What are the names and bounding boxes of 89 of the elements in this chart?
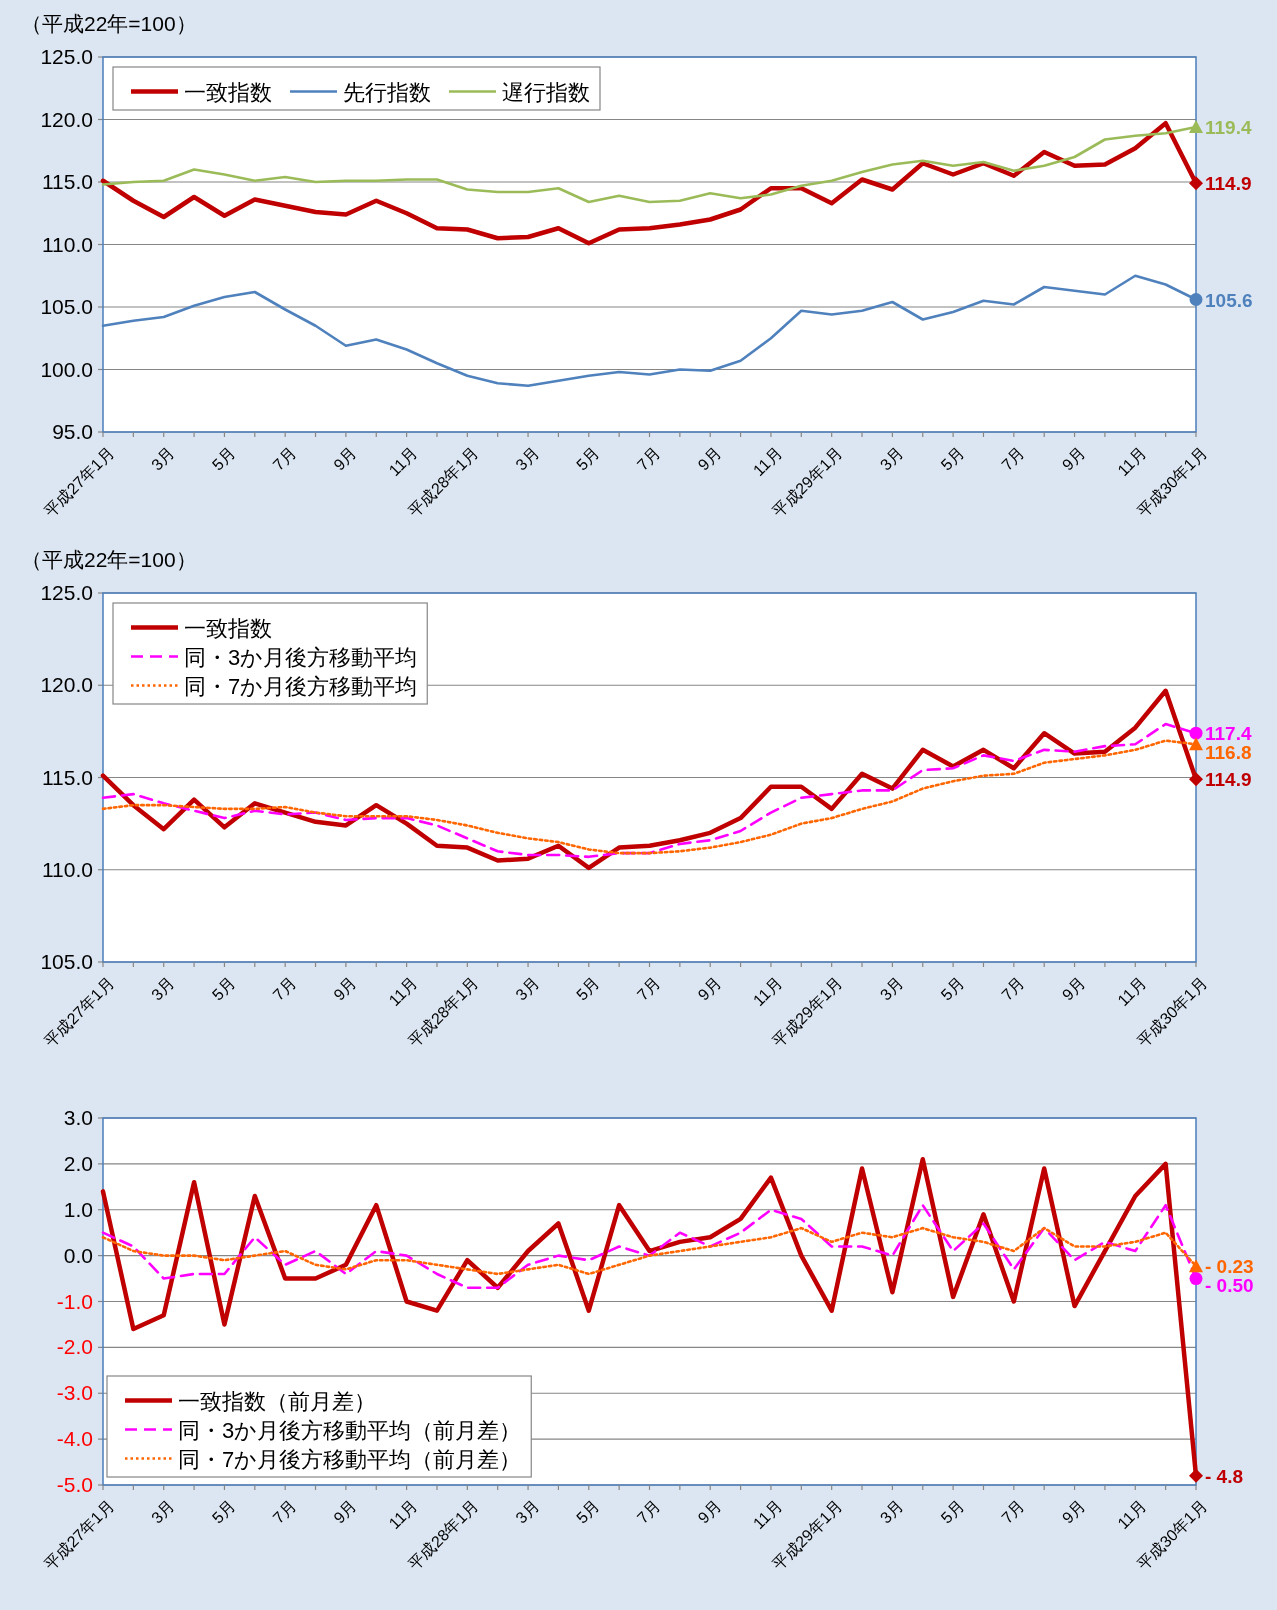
x-tick-label: 7月 [998,444,1028,474]
data-label: 116.8 [1205,742,1252,764]
y-tick-label: 120.0 [40,107,93,131]
legend-label: 一致指数 [184,615,272,641]
x-tick-label: 11月 [385,1497,421,1533]
x-tick-label: 5月 [937,974,968,1004]
x-tick-label: 9月 [330,1497,360,1527]
x-tick-label: 5月 [573,444,603,474]
legend-label: 同・7か月後方移動平均（前月差） [178,1446,522,1472]
y-tick-label: 2.0 [63,1151,93,1175]
x-tick-label: 11月 [1114,974,1150,1010]
y-tick-label: 100.0 [40,357,93,381]
legend-label: 同・7か月後方移動平均 [184,673,418,699]
x-tick-label: 9月 [694,1497,725,1527]
x-tick-label: 11月 [749,1497,785,1533]
y-tick-label: 115.0 [42,765,93,789]
y-tick-label: 105.0 [40,950,93,973]
data-label: 105.6 [1205,289,1253,311]
x-tick-label: 3月 [512,444,543,474]
x-tick-label: 11月 [1114,1497,1150,1533]
x-tick-label: 3月 [876,444,907,474]
x-tick-label: 5月 [208,444,239,474]
x-tick-label: 9月 [694,444,725,474]
y-tick-label: 125.0 [40,581,93,604]
x-tick-label: 平成27年1月 [40,974,118,1051]
data-label: - 0.50 [1205,1275,1254,1297]
x-tick-label: 9月 [1058,444,1089,474]
y-tick-label: 125.0 [40,45,93,68]
legend-label: 先行指数 [343,79,431,105]
data-label: 119.4 [1205,117,1252,138]
x-tick-label: 3月 [512,974,543,1004]
x-tick-label: 9月 [1058,1497,1089,1527]
x-tick-label: 7月 [269,974,300,1004]
x-tick-label: 7月 [633,1497,664,1527]
y-tick-label: -4.0 [56,1427,93,1451]
x-tick-label: 5月 [208,1497,239,1527]
x-tick-label: 3月 [876,1497,907,1527]
y-axis-title: （平成22年=100） [21,12,197,35]
legend-label: 遅行指数 [502,79,590,105]
y-tick-label: 120.0 [40,673,93,697]
y-axis-title: （平成22年=100） [21,548,197,571]
data-label: - 4.8 [1205,1465,1244,1487]
y-tick-label: 1.0 [63,1197,93,1221]
x-tick-label: 5月 [208,974,239,1004]
x-tick-label: 7月 [269,444,300,474]
x-tick-label: 3月 [148,1497,178,1527]
x-tick-label: 3月 [876,974,907,1004]
y-tick-label: -1.0 [56,1289,93,1313]
x-tick-label: 7月 [998,1497,1028,1527]
y-tick-label: -3.0 [56,1381,93,1405]
y-tick-label: -5.0 [56,1473,93,1496]
x-tick-label: 9月 [330,974,360,1004]
x-tick-label: 7月 [998,974,1028,1004]
legend-label: 一致指数 [184,79,272,105]
x-tick-label: 11月 [385,974,421,1010]
x-tick-label: 7月 [269,1497,300,1527]
x-tick-label: 平成27年1月 [40,1497,118,1574]
x-tick-label: 5月 [937,444,968,474]
y-tick-label: 0.0 [63,1243,93,1267]
x-tick-label: 9月 [330,444,360,474]
y-tick-label: 110.0 [42,857,93,881]
x-tick-label: 11月 [385,444,421,480]
x-tick-label: 5月 [573,974,603,1004]
legend-label: 同・3か月後方移動平均 [184,644,418,670]
x-tick-label: 3月 [512,1497,543,1527]
x-tick-label: 11月 [749,444,785,480]
x-tick-label: 5月 [937,1497,968,1527]
x-tick-label: 11月 [1114,444,1150,480]
x-tick-label: 11月 [749,974,785,1010]
data-label: 117.4 [1205,723,1252,745]
x-tick-label: 9月 [694,974,725,1004]
x-tick-label: 5月 [573,1497,603,1527]
y-tick-label: 110.0 [42,232,93,256]
y-tick-label: 115.0 [42,170,93,193]
y-tick-label: 3.0 [63,1106,93,1129]
x-tick-label: 平成27年1月 [40,444,118,521]
data-label: 114.9 [1205,173,1252,195]
x-tick-label: 9月 [1058,974,1089,1004]
legend-label: 一致指数（前月差） [178,1388,376,1414]
legend-label: 同・3か月後方移動平均（前月差） [178,1417,522,1443]
x-tick-label: 3月 [148,444,178,474]
y-tick-label: 105.0 [40,295,93,318]
data-label: - 0.23 [1205,1256,1254,1278]
data-label: 114.9 [1205,769,1252,791]
x-tick-label: 7月 [633,444,664,474]
x-tick-label: 7月 [633,974,664,1004]
y-tick-label: -2.0 [56,1335,93,1359]
x-tick-label: 3月 [148,974,178,1004]
y-tick-label: 95.0 [52,420,93,443]
